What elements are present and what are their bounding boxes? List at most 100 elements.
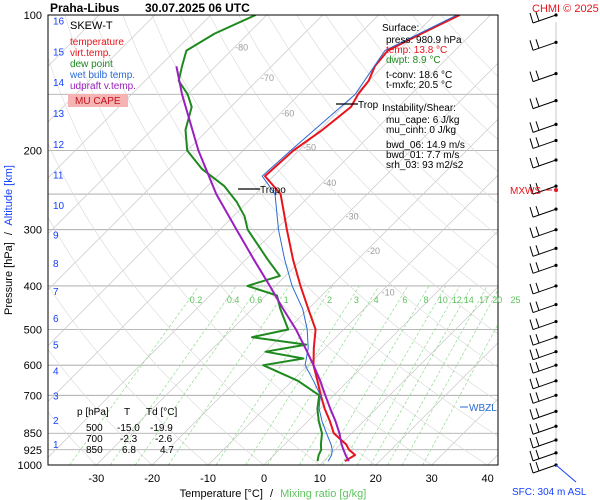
- altitude-tick-label: 10: [53, 201, 65, 212]
- altitude-tick-label: 15: [53, 47, 65, 58]
- barb-flag: [535, 408, 540, 418]
- temperature-tick-label: 20: [370, 473, 382, 485]
- wbzl-label: WBZL: [469, 403, 497, 414]
- isotherm-line: [48, 15, 435, 402]
- altitude-tick-label: 2: [53, 416, 59, 427]
- legend-mu-cape: MU CAPE: [75, 96, 121, 107]
- mixing-ratio-line: [109, 285, 237, 465]
- barb-flag: [535, 156, 540, 167]
- barb-flag: [529, 40, 534, 51]
- wind-barb: [529, 348, 557, 361]
- wind-barb: [529, 226, 557, 239]
- mixing-ratio-line: [69, 285, 200, 465]
- mu-cinh: mu_cinh: 0 J/kg: [386, 125, 456, 136]
- barb-staff: [532, 285, 557, 295]
- temperature-tick-label: 40: [481, 473, 493, 485]
- dry-adiabat: [209, 15, 498, 335]
- isotherm-label: -80: [235, 43, 248, 53]
- wind-barb: [529, 97, 557, 110]
- mixing-ratio-label: 3: [354, 295, 359, 305]
- barb-flag: [529, 227, 534, 238]
- isotherm-line: [96, 62, 498, 465]
- barb-flag: [529, 462, 534, 474]
- barb-flag: [529, 424, 534, 435]
- mixing-ratio-label: 0.6: [250, 295, 263, 305]
- wind-barb: [529, 70, 557, 83]
- barb-flag: [529, 450, 534, 462]
- mu-cape: mu_cape: 6 J/kg: [386, 115, 459, 126]
- temperature-tick-label: 30: [426, 473, 438, 485]
- x-axis-title: Temperature [°C] / Mixing ratio [g/kg]: [180, 488, 367, 500]
- table-cell: 700: [86, 434, 103, 445]
- wind-barb: [529, 423, 557, 435]
- mixing-ratio-line: [370, 285, 473, 465]
- wind-barb: [529, 39, 557, 51]
- barb-flag: [535, 362, 540, 372]
- barb-flag: [529, 378, 534, 389]
- barb-flag: [529, 349, 534, 360]
- wind-barb: [529, 156, 557, 169]
- barb-flag: [535, 97, 540, 107]
- table-cell: 500: [86, 423, 103, 434]
- wind-barb: [529, 449, 557, 462]
- isotherm-line: [431, 398, 498, 465]
- surface-tconv: t-conv: 18.6 °C: [386, 70, 452, 81]
- isotherm-line: [48, 15, 268, 235]
- isotherm-line: [48, 15, 212, 179]
- station-title: Praha-Libus: [50, 1, 120, 15]
- series-udpraft-v-temp: [175, 66, 350, 462]
- wind-barb: [529, 318, 557, 331]
- wind-barb: [529, 392, 557, 404]
- wind-barb: [529, 436, 557, 449]
- wind-barb: [529, 377, 557, 390]
- mixing-ratio-label: 20: [492, 295, 502, 305]
- barb-flag: [529, 302, 534, 313]
- barb-flag: [535, 348, 540, 358]
- mxws-label: MXWS: [510, 186, 541, 197]
- wind-barb: [529, 408, 557, 420]
- dry-adiabat: [48, 349, 153, 465]
- srh-03: srh_03: 93 m2/s2: [386, 160, 464, 171]
- dry-adiabat: [48, 411, 97, 465]
- wind-barb: [529, 362, 557, 374]
- mxws-dot: [554, 188, 558, 192]
- isotherm-line: [151, 118, 498, 465]
- instability-info: Instability/Shear: mu_cape: 6 J/kg mu_ci…: [382, 103, 465, 171]
- table-header-td: Td [°C]: [146, 407, 177, 418]
- barb-staff: [532, 336, 557, 346]
- mixing-ratio-line: [401, 289, 498, 465]
- wind-barb: [529, 334, 557, 346]
- isotherm-label: -10: [382, 287, 395, 297]
- altitude-tick-label: 14: [53, 78, 65, 89]
- mixing-ratio-line: [215, 285, 333, 465]
- bwd-01: bwd_01: 7.7 m/s: [386, 150, 459, 161]
- temperature-tick-label: 10: [314, 473, 326, 485]
- isotherm-line: [48, 15, 156, 123]
- barb-staff: [532, 351, 557, 361]
- dry-adiabat: [180, 15, 498, 368]
- series-temperature: [264, 15, 461, 463]
- svg-text:Pressure [hPa] / A: Pressure [hPa] / Altitude [km]: [3, 165, 15, 315]
- barb-flag: [535, 392, 540, 402]
- barb-flag: [535, 436, 540, 447]
- barb-flag: [529, 71, 534, 82]
- barb-staff: [532, 41, 557, 51]
- y-sep: /: [3, 231, 15, 235]
- barb-staff: [532, 264, 557, 274]
- dry-adiabat: [122, 15, 498, 437]
- surface-info: Surface: press: 980.9 hPa temp: 13.8 °C …: [382, 23, 462, 91]
- pressure-tick-label: 100: [24, 10, 42, 22]
- barb-flag: [529, 157, 534, 169]
- plot-frame: [47, 14, 499, 466]
- level-table: p [hPa] T Td [°C] 500 -15.0 -19.9 700 -2…: [77, 407, 177, 456]
- altitude-tick-label: 13: [53, 109, 65, 120]
- table-cell: -2.3: [120, 434, 138, 445]
- dry-adiabat: [48, 284, 209, 465]
- dry-adiabat: [48, 216, 265, 465]
- mixing-ratio-label: 1: [284, 295, 289, 305]
- temperature-tick-label: -20: [144, 473, 160, 485]
- table-header-t: T: [124, 407, 130, 418]
- pressure-tick-label: 400: [24, 281, 42, 293]
- isotherm-line: [48, 15, 323, 291]
